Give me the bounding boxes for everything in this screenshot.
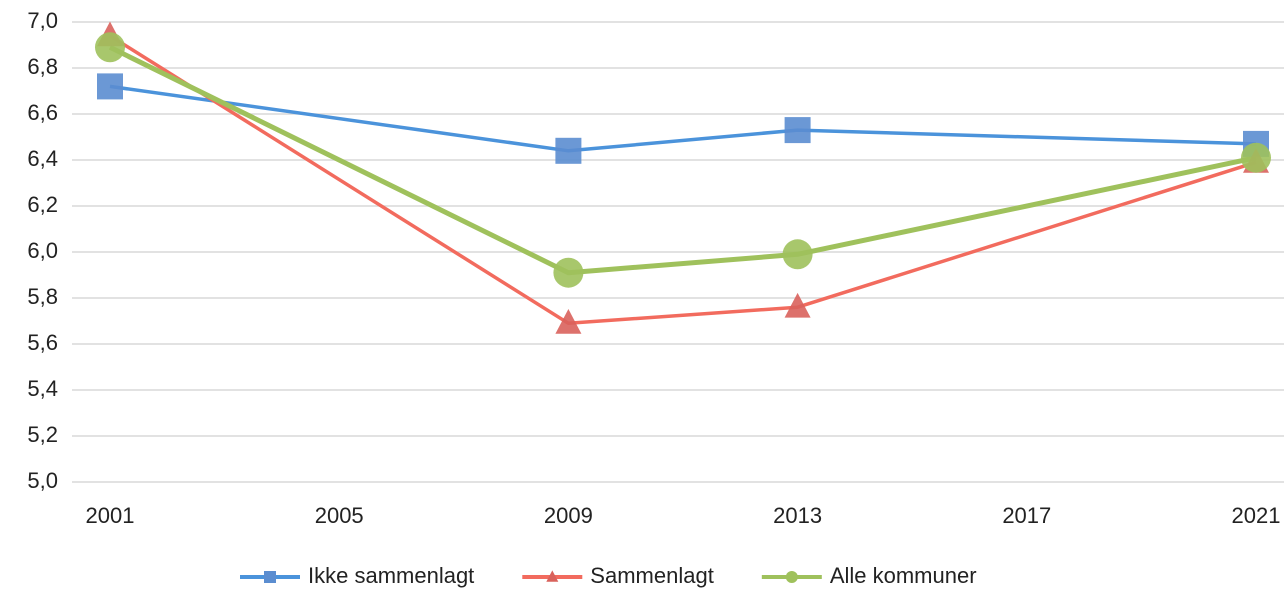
marker [785, 571, 798, 583]
marker [784, 117, 811, 144]
legend-item: Alle kommuner [761, 563, 977, 588]
y-tick-label: 5,8 [27, 284, 58, 309]
y-tick-label: 6,6 [27, 100, 58, 125]
x-tick-label: 2005 [315, 503, 364, 528]
y-tick-label: 5,2 [27, 422, 58, 447]
y-tick-label: 7,0 [27, 8, 58, 33]
marker [546, 570, 559, 582]
legend-label: Ikke sammenlagt [308, 563, 474, 588]
marker [784, 292, 811, 318]
marker [95, 32, 125, 63]
y-tick-label: 6,8 [27, 54, 58, 79]
marker [264, 571, 276, 583]
marker [782, 239, 813, 270]
marker [1241, 142, 1271, 173]
series-line [109, 34, 1257, 326]
x-tick-label: 2001 [86, 503, 135, 528]
marker [555, 137, 582, 164]
x-tick-label: 2017 [1002, 503, 1051, 528]
legend-item: Ikke sammenlagt [240, 563, 474, 588]
y-tick-label: 6,2 [27, 192, 58, 217]
y-tick-label: 5,6 [27, 330, 58, 355]
x-tick-label: 2013 [773, 503, 822, 528]
legend-label: Sammenlagt [590, 563, 714, 588]
y-tick-label: 6,0 [27, 238, 58, 263]
marker [555, 309, 582, 334]
y-tick-label: 5,0 [27, 468, 58, 493]
legend-label: Alle kommuner [830, 563, 977, 588]
marker [97, 73, 123, 100]
series-line [109, 84, 1257, 153]
legend-item: Sammenlagt [522, 563, 714, 588]
y-tick-label: 5,4 [27, 376, 58, 401]
y-tick-label: 6,4 [27, 146, 58, 171]
x-tick-label: 2009 [544, 503, 593, 528]
x-tick-label: 2021 [1232, 503, 1281, 528]
series-line [108, 45, 1257, 276]
marker [553, 257, 584, 288]
